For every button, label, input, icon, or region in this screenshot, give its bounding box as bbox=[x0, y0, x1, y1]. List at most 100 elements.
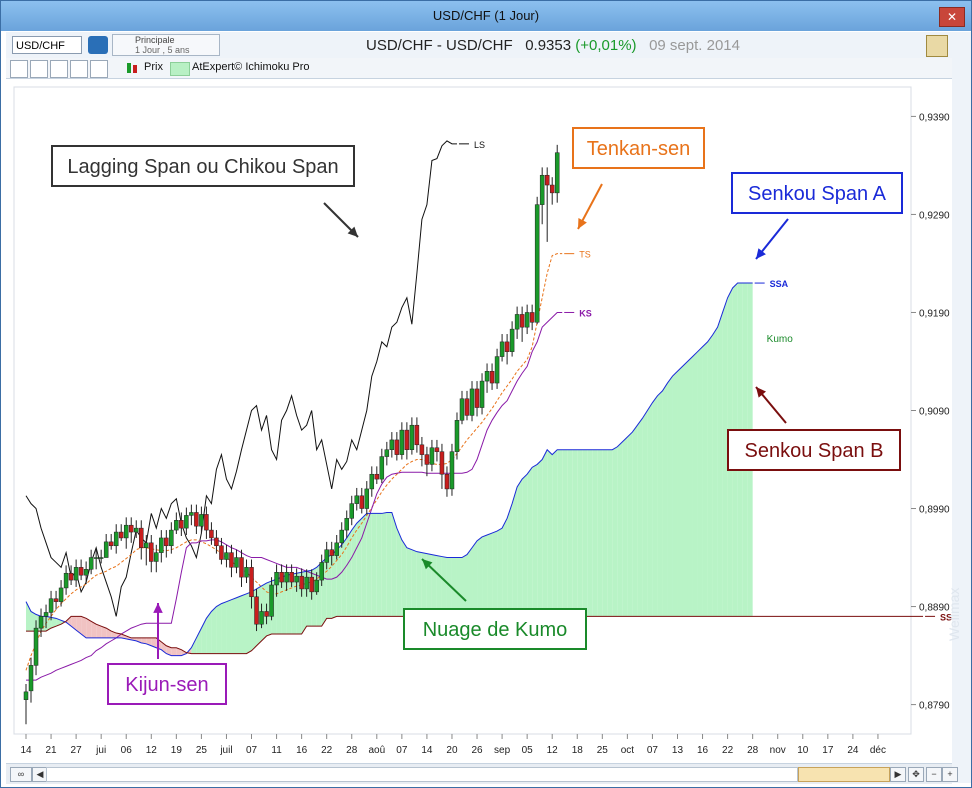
candle-body bbox=[434, 447, 440, 452]
candle-body bbox=[514, 314, 520, 330]
candle-body bbox=[204, 514, 209, 531]
candle-body bbox=[419, 444, 425, 455]
candle-body bbox=[369, 473, 375, 490]
link-icon[interactable]: ∞ bbox=[10, 767, 32, 782]
ap-icon[interactable] bbox=[70, 60, 88, 78]
candle-body bbox=[464, 398, 470, 416]
title-bar[interactable]: USD/CHF (1 Jour) ✕ bbox=[1, 1, 971, 31]
kumo-cloud-segment bbox=[391, 512, 397, 617]
kumo-cloud-segment bbox=[507, 503, 513, 617]
x-tick-label: 13 bbox=[672, 745, 684, 756]
kumo-cloud-segment bbox=[537, 459, 543, 617]
kumo-cloud-segment bbox=[472, 540, 478, 617]
candle-body bbox=[199, 514, 204, 527]
candle-body bbox=[169, 529, 174, 547]
x-tick-label: 22 bbox=[321, 745, 333, 756]
kumo-cloud-segment bbox=[331, 549, 337, 619]
kumo-cloud-segment bbox=[46, 616, 52, 632]
candle-body bbox=[259, 611, 264, 625]
annotation-box bbox=[727, 429, 901, 471]
workspace-selector[interactable]: Principale 1 Jour , 5 ans bbox=[112, 34, 220, 56]
kumo-cloud-segment bbox=[552, 449, 558, 617]
candle-body bbox=[98, 557, 104, 559]
zoom-in-icon[interactable]: + bbox=[942, 767, 958, 782]
window-title: USD/CHF (1 Jour) bbox=[432, 8, 540, 23]
annotation-text: Senkou Span A bbox=[748, 183, 887, 205]
candle-body bbox=[68, 572, 74, 581]
candle-body bbox=[339, 529, 344, 544]
indicator-label[interactable]: AtExpert© Ichimoku Pro bbox=[192, 61, 310, 73]
candle-body bbox=[244, 567, 249, 578]
kumo-cloud-segment bbox=[326, 554, 332, 619]
candle-body bbox=[224, 552, 229, 560]
kumo-cloud-segment bbox=[542, 449, 548, 617]
blank-page-icon[interactable] bbox=[90, 60, 108, 78]
tools-icon[interactable] bbox=[926, 35, 948, 57]
y-tick-label: 0,9290 bbox=[919, 210, 950, 221]
line-chart-icon[interactable] bbox=[30, 60, 48, 78]
price-series-label[interactable]: Prix bbox=[144, 61, 163, 73]
candle-body bbox=[38, 616, 44, 629]
kumo-cloud-segment bbox=[582, 449, 588, 617]
kumo-cloud-segment bbox=[341, 537, 347, 617]
candle-body bbox=[484, 371, 490, 382]
candle-body bbox=[139, 527, 144, 548]
zoom-out-icon[interactable]: − bbox=[926, 767, 942, 782]
kumo-cloud-segment bbox=[662, 383, 668, 617]
candle-body bbox=[509, 328, 515, 352]
book-icon[interactable] bbox=[88, 36, 108, 54]
x-tick-label: sep bbox=[494, 745, 511, 756]
y-tick-label: 0,9090 bbox=[919, 407, 950, 418]
price-chart[interactable]: 0,9390 0,9290 0,9190 0,9090 0,8990 0,8890 0,87… bbox=[6, 79, 952, 763]
kumo-cloud-segment bbox=[692, 351, 698, 617]
kumo-cloud-segment bbox=[396, 528, 402, 617]
candle-body bbox=[53, 598, 59, 602]
candle-body bbox=[154, 552, 159, 562]
candle-body bbox=[409, 424, 415, 450]
annotation-arrowhead bbox=[756, 248, 766, 259]
scroll-track[interactable] bbox=[46, 767, 798, 782]
annotation-text: Senkou Span B bbox=[745, 440, 884, 462]
candle-body bbox=[108, 541, 114, 547]
kumo-cloud-segment bbox=[547, 449, 553, 617]
annotation-box bbox=[403, 608, 587, 650]
kumo-cloud-segment bbox=[201, 618, 207, 654]
candle-body bbox=[524, 312, 530, 328]
scroll-thumb[interactable] bbox=[798, 767, 890, 782]
scroll-right-icon[interactable]: ▶ bbox=[890, 767, 906, 782]
kumo-cloud-segment bbox=[717, 312, 723, 617]
last-price: 0.9353 bbox=[525, 37, 572, 54]
candle-body bbox=[264, 611, 269, 617]
candle-body bbox=[334, 542, 339, 556]
kumo-cloud-segment bbox=[597, 449, 603, 617]
candle-body bbox=[344, 518, 349, 531]
candle-body bbox=[229, 552, 234, 568]
kumo-cloud-segment bbox=[677, 366, 683, 617]
indicator-toolbar: Prix AtExpert© Ichimoku Pro bbox=[6, 58, 952, 79]
kumo-cloud-segment bbox=[226, 599, 232, 654]
symbol-input[interactable]: USD/CHF bbox=[12, 36, 82, 54]
tools-button-icon[interactable] bbox=[10, 60, 28, 78]
candle-body bbox=[33, 627, 39, 666]
candle-body bbox=[23, 691, 29, 700]
series-end-label: SSB bbox=[940, 612, 952, 622]
kumo-cloud-segment bbox=[512, 486, 518, 617]
draw-icon[interactable] bbox=[50, 60, 68, 78]
kumo-cloud-segment bbox=[81, 616, 87, 638]
kumo-cloud-segment bbox=[647, 402, 653, 617]
candle-body bbox=[279, 572, 284, 583]
move-icon[interactable]: ✥ bbox=[908, 767, 924, 782]
x-tick-label: 19 bbox=[171, 745, 183, 756]
kumo-cloud-segment bbox=[416, 551, 422, 617]
kumo-cloud-segment bbox=[461, 554, 468, 617]
close-icon[interactable]: ✕ bbox=[939, 7, 965, 27]
candle-body bbox=[424, 454, 430, 465]
horizontal-scrollbar[interactable]: ∞ ◀ ▶ ✥ − + bbox=[6, 763, 958, 784]
candle-body bbox=[174, 520, 179, 531]
x-tick-label: 18 bbox=[572, 745, 584, 756]
candle-body bbox=[164, 537, 169, 547]
candle-body bbox=[73, 567, 79, 581]
x-tick-label: 22 bbox=[722, 745, 734, 756]
kumo-cloud-segment bbox=[672, 371, 678, 617]
candle-body bbox=[254, 596, 259, 625]
